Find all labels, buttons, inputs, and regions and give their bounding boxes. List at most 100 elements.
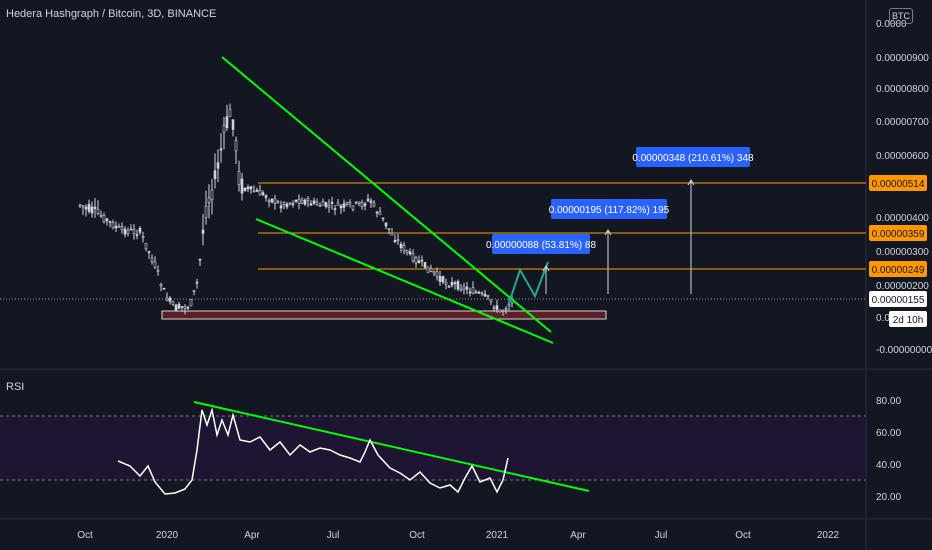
candle-body (294, 199, 298, 203)
candle-body (489, 299, 493, 302)
candle-body (375, 211, 379, 214)
candle-body (354, 201, 358, 204)
candle-body (84, 206, 88, 210)
candle-body (81, 205, 85, 208)
time-tick-label: 2021 (486, 530, 509, 541)
candle-body (252, 190, 256, 193)
level-lines (0, 182, 866, 300)
candle-body (402, 245, 406, 251)
price-tick-label: 0.00000300 (876, 247, 929, 258)
time-tick-label: Apr (244, 530, 260, 541)
candle-body (351, 205, 355, 210)
candle-body (396, 239, 400, 242)
candle-body (258, 190, 262, 196)
currency-badge[interactable]: BTC (889, 8, 913, 24)
target-badges: 0.00000088 (53.81%) 88 0.00000195 (117.82… (486, 147, 754, 254)
price-tag-label: 0.00000359 (872, 229, 925, 240)
candle-body (447, 285, 451, 288)
candle-body (282, 201, 286, 205)
candle-body (87, 204, 91, 212)
time-tick-label: Jul (327, 530, 340, 541)
candle-body (420, 259, 424, 262)
target-badge-label: 0.00000348 (210.61%) 348 (632, 153, 754, 164)
candle-body (216, 162, 220, 169)
candle-body (225, 116, 229, 129)
candle-body (333, 208, 337, 210)
candle-body (114, 225, 118, 229)
candle-body (426, 266, 430, 273)
candle-body (180, 306, 184, 308)
candle-body (480, 292, 484, 295)
candle-body (462, 286, 466, 290)
candle-body (285, 203, 289, 208)
candle-body (312, 200, 316, 204)
candle-body (339, 205, 343, 209)
candle-body (456, 281, 460, 290)
price-tick-label: 0.00000800 (876, 84, 929, 95)
candle-body (102, 215, 106, 223)
candle-body (417, 260, 421, 264)
rsi-line (117, 407, 509, 495)
descending-resistance-trendline (221, 56, 552, 333)
candle-body (255, 189, 259, 192)
candle-body (237, 171, 241, 185)
candle-body (468, 291, 472, 294)
candle-body (174, 304, 178, 311)
price-tick-label: 0.00000600 (876, 151, 929, 162)
candle-body (441, 276, 445, 283)
candle-body (210, 189, 214, 201)
candle-body (381, 217, 385, 220)
candle-body (240, 178, 244, 194)
candle-body (213, 170, 217, 179)
candle-body (315, 201, 319, 205)
candle-body (369, 200, 373, 203)
candle-body (306, 198, 310, 202)
price-tick-label: 0.000 (876, 313, 901, 324)
candle-body (159, 283, 163, 287)
candle-body (93, 206, 97, 209)
candle-body (471, 287, 475, 294)
candle-body (360, 202, 364, 207)
candle-body (192, 290, 196, 292)
support-zone (161, 310, 607, 320)
time-tick-label: Apr (570, 530, 586, 541)
projection-arrows (507, 179, 695, 307)
candle-body (474, 291, 478, 294)
candle-body (378, 211, 382, 215)
candle-body (384, 222, 388, 227)
candle-body (405, 250, 409, 253)
candle-body (153, 261, 157, 268)
candle-body (201, 229, 205, 234)
time-tick-label: Oct (77, 530, 93, 541)
target-badge (492, 234, 590, 254)
candle-body (195, 281, 199, 284)
candle-body (222, 124, 226, 133)
price-tick-label: 0.00000200 (876, 281, 929, 292)
candle-body (300, 199, 304, 204)
candle-body (78, 204, 82, 207)
target-arrowhead (542, 265, 550, 272)
candle-body (498, 309, 502, 313)
candle-body (297, 198, 301, 204)
target-badge (636, 147, 750, 167)
price-tag (869, 175, 927, 191)
candle-body (264, 195, 268, 198)
candle-body (246, 186, 250, 190)
target-badge (551, 199, 667, 219)
candle-body (330, 201, 334, 204)
target-arrowhead (687, 179, 695, 186)
candle-body (111, 222, 115, 229)
candle-body (90, 206, 94, 214)
candle-body (96, 209, 100, 214)
price-tag (869, 225, 927, 241)
candle-body (450, 281, 454, 286)
candle-body (372, 202, 376, 207)
candle-body (393, 240, 397, 243)
price-tag-label: 0.00000249 (872, 265, 925, 276)
candle-body (141, 236, 145, 239)
candle-body (171, 301, 175, 305)
candles (78, 103, 514, 316)
candle-body (414, 257, 418, 264)
rsi-series-line (117, 407, 509, 495)
